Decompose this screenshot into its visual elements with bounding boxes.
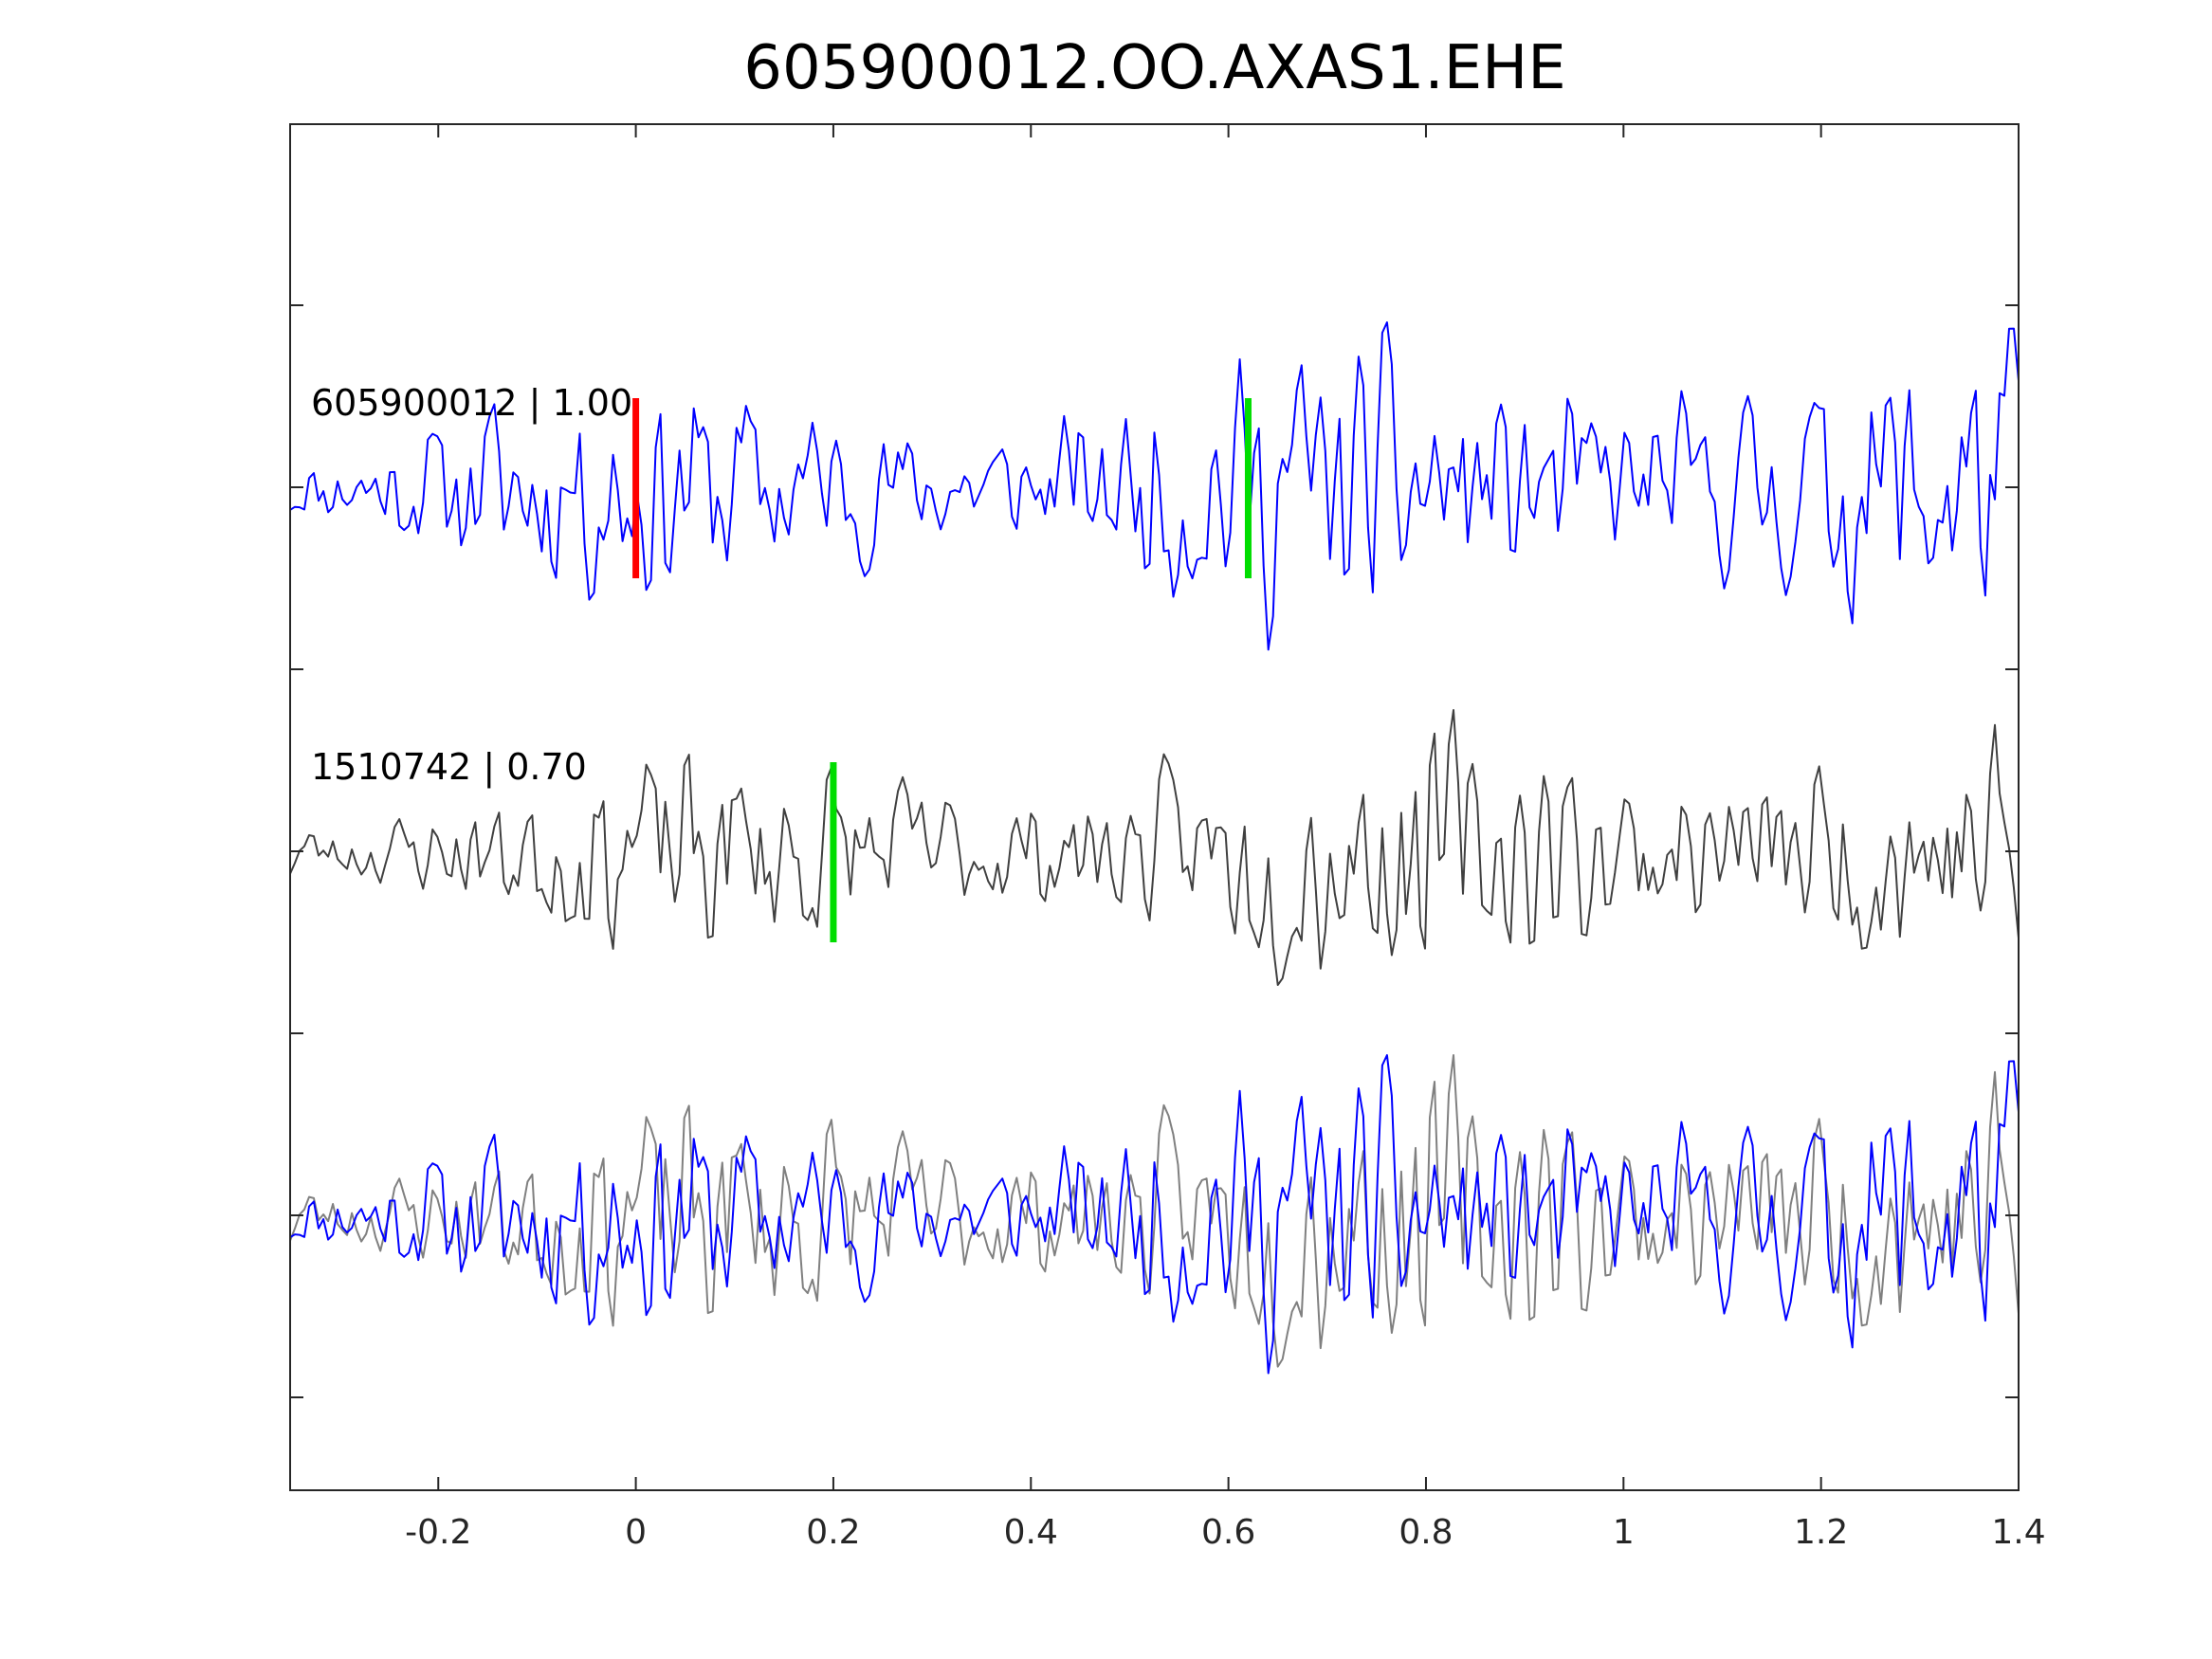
x-tick-label: 0.8: [1398, 1513, 1453, 1552]
x-tick-label: 0.2: [806, 1513, 860, 1552]
series-line-1: [290, 321, 2019, 651]
plot-area: [290, 321, 2019, 1375]
x-tick-label: 0: [625, 1513, 647, 1552]
axis-ticks: -0.2 0 0.2 0.4 0.6 0.8 1 1.2 1.4: [290, 124, 2046, 1552]
chart-title: 605900012.OO.AXAS1.EHE: [743, 33, 1565, 103]
x-tick-label: 1: [1613, 1513, 1635, 1552]
x-tick-label: 0.4: [1004, 1513, 1058, 1552]
series-line-2: [290, 709, 2019, 986]
overlay-line-2: [290, 1054, 2019, 1368]
axes-frame: [289, 123, 2020, 1491]
x-tick-label: 0.6: [1201, 1513, 1255, 1552]
trace-label-1: 605900012 | 1.00: [311, 382, 632, 425]
x-tick-label: 1.4: [1991, 1513, 2045, 1552]
x-tick-label: -0.2: [405, 1513, 471, 1552]
overlay-line-1: [290, 1054, 2019, 1375]
trace-label-2: 1510742 | 0.70: [311, 746, 587, 789]
x-tick-label: 1.2: [1794, 1513, 1848, 1552]
